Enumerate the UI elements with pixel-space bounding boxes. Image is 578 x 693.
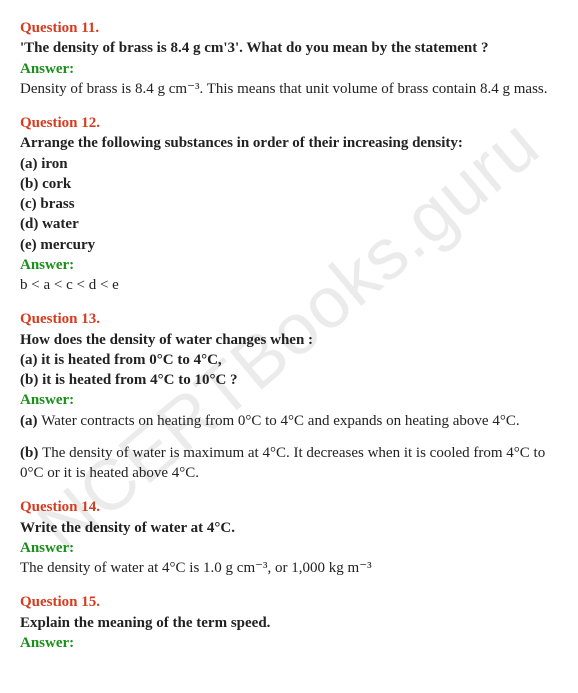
question-option: (e) mercury (20, 235, 558, 255)
question-block: Question 12. Arrange the following subst… (20, 113, 558, 295)
question-block: Question 14. Write the density of water … (20, 497, 558, 578)
answer-body: b < a < c < d < e (20, 275, 558, 295)
question-block: Question 13. How does the density of wat… (20, 309, 558, 483)
question-number: Question 14. (20, 497, 558, 517)
answer-label: Answer: (20, 59, 558, 79)
question-block: Question 15. Explain the meaning of the … (20, 592, 558, 653)
answer-part: (a) Water contracts on heating from 0°C … (20, 411, 558, 431)
question-text: Write the density of water at 4°C. (20, 518, 558, 538)
question-block: Question 11. 'The density of brass is 8.… (20, 18, 558, 99)
question-text: How does the density of water changes wh… (20, 330, 558, 350)
answer-label: Answer: (20, 255, 558, 275)
question-number: Question 15. (20, 592, 558, 612)
question-number: Question 13. (20, 309, 558, 329)
question-number: Question 11. (20, 18, 558, 38)
answer-body: Density of brass is 8.4 g cm⁻³. This mea… (20, 79, 558, 99)
answer-body: The density of water at 4°C is 1.0 g cm⁻… (20, 558, 558, 578)
answer-label: Answer: (20, 633, 558, 653)
question-option: (b) cork (20, 174, 558, 194)
answer-text: Water contracts on heating from 0°C to 4… (41, 413, 519, 429)
answer-lead: (b) (20, 445, 42, 461)
question-text: Explain the meaning of the term speed. (20, 613, 558, 633)
question-option: (a) it is heated from 0°C to 4°C, (20, 350, 558, 370)
question-option: (d) water (20, 214, 558, 234)
question-option: (c) brass (20, 194, 558, 214)
question-option: (b) it is heated from 4°C to 10°C ? (20, 370, 558, 390)
question-text: 'The density of brass is 8.4 g cm'3'. Wh… (20, 38, 558, 58)
answer-part: (b) The density of water is maximum at 4… (20, 443, 558, 484)
questions-container: Question 11. 'The density of brass is 8.… (20, 18, 558, 653)
question-number: Question 12. (20, 113, 558, 133)
question-text: Arrange the following substances in orde… (20, 133, 558, 153)
question-option: (a) iron (20, 154, 558, 174)
answer-lead: (a) (20, 413, 41, 429)
answer-label: Answer: (20, 390, 558, 410)
answer-text: The density of water is maximum at 4°C. … (20, 445, 545, 481)
answer-label: Answer: (20, 538, 558, 558)
